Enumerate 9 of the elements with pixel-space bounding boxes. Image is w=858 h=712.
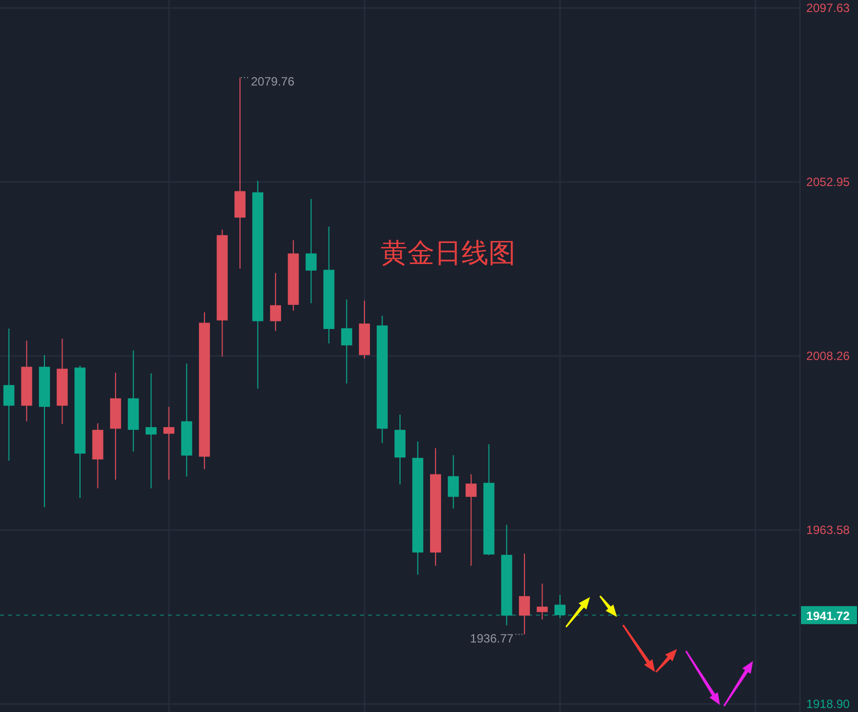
annotation: 2079.76: [251, 74, 295, 89]
y-tick-label: 1963.58: [806, 523, 850, 538]
y-tick-label: 1918.90: [806, 697, 850, 711]
text: 黄金日线图: [380, 238, 516, 268]
y-tick-label: 2052.95: [806, 174, 850, 189]
annotation: 1936.77: [470, 631, 514, 646]
y-tick-label: 2008.26: [806, 349, 850, 364]
ref-line-label: 1941.72: [806, 609, 850, 624]
y-tick-label: 2097.63: [806, 1, 850, 15]
